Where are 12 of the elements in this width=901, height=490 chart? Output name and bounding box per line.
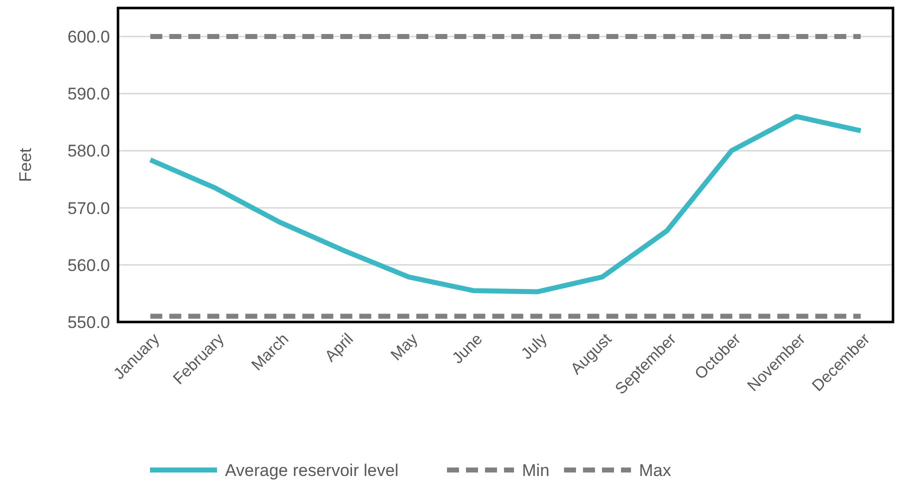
y-tick-label: 570.0 (67, 198, 110, 218)
y-tick-label: 590.0 (67, 84, 110, 104)
y-tick-label: 550.0 (67, 312, 110, 332)
legend-label: Max (639, 460, 672, 480)
x-tick-label: May (388, 330, 422, 364)
legend-label: Min (522, 460, 550, 480)
y-tick-label: 580.0 (67, 142, 110, 161)
y-tick-label: 600.0 (67, 27, 110, 46)
x-tick-label: July (518, 330, 551, 363)
y-tick-label: 560.0 (67, 256, 110, 275)
y-axis-title: Feet (16, 148, 35, 182)
legend-label: Average reservoir level (225, 460, 399, 480)
